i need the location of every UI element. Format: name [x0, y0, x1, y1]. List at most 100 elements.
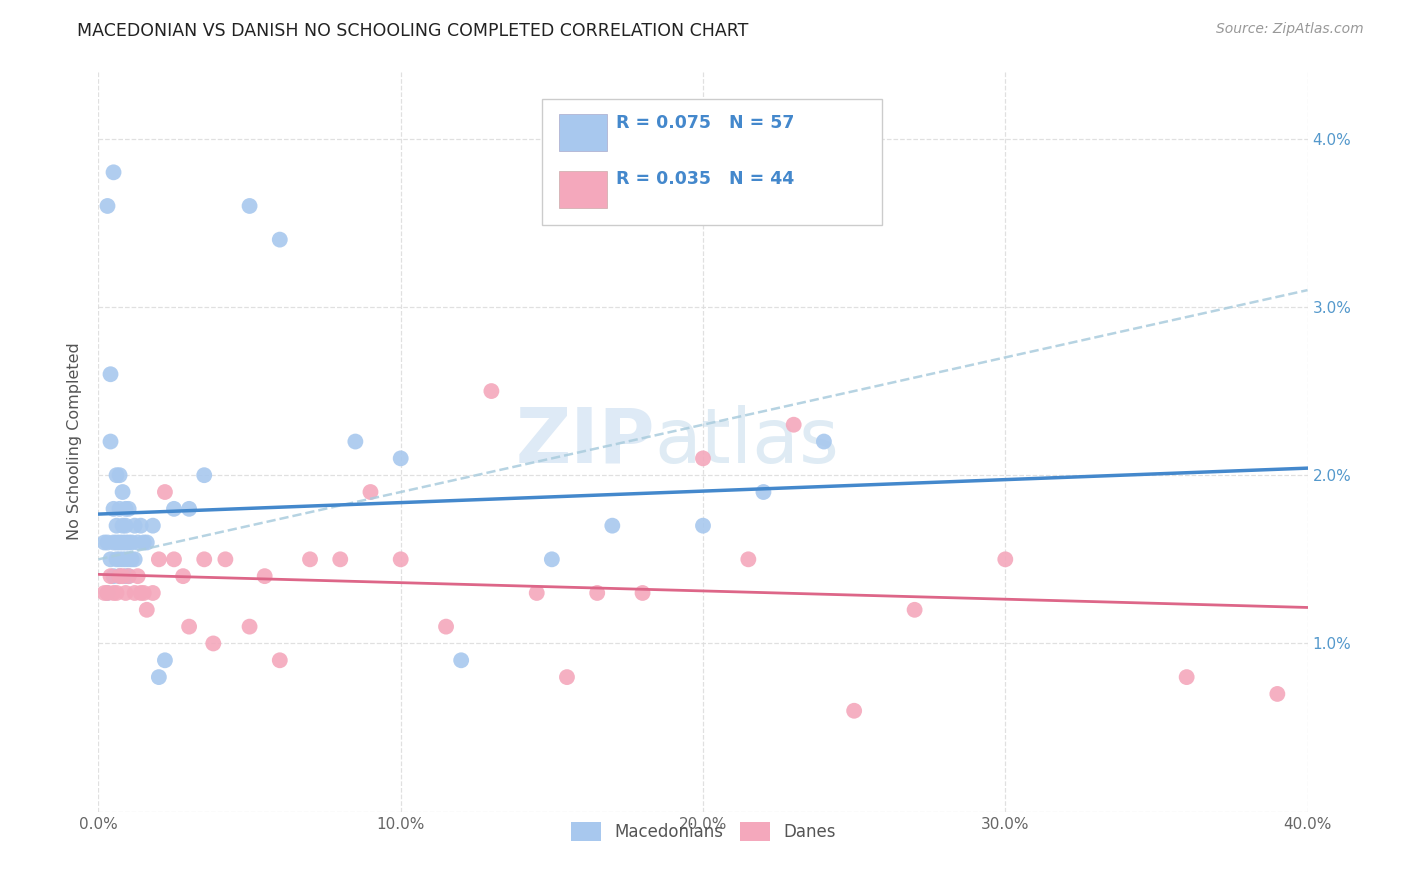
Point	[100, 434, 122, 449]
Text: MACEDONIAN VS DANISH NO SCHOOLING COMPLETED CORRELATION CHART: MACEDONIAN VS DANISH NO SCHOOLING COMPLE…	[77, 22, 749, 40]
Point	[114, 518, 136, 533]
Point	[103, 501, 125, 516]
Point	[344, 434, 367, 449]
Point	[114, 569, 136, 583]
Point	[111, 552, 134, 566]
FancyBboxPatch shape	[543, 99, 882, 226]
Point	[389, 552, 412, 566]
Point	[118, 552, 141, 566]
Point	[737, 552, 759, 566]
Point	[132, 535, 155, 549]
Point	[129, 586, 152, 600]
Point	[93, 535, 115, 549]
Point	[103, 535, 125, 549]
Point	[108, 569, 131, 583]
Point	[135, 603, 157, 617]
Point	[96, 199, 118, 213]
Point	[105, 586, 128, 600]
Point	[121, 535, 143, 549]
Text: R = 0.075   N = 57: R = 0.075 N = 57	[616, 113, 794, 131]
Point	[100, 552, 122, 566]
Point	[214, 552, 236, 566]
Point	[193, 552, 215, 566]
Point	[118, 569, 141, 583]
Point	[96, 535, 118, 549]
Point	[132, 586, 155, 600]
Point	[586, 586, 609, 600]
Point	[111, 518, 134, 533]
Point	[904, 603, 927, 617]
Point	[124, 586, 146, 600]
FancyBboxPatch shape	[560, 113, 607, 151]
Point	[105, 518, 128, 533]
Point	[93, 586, 115, 600]
Point	[526, 586, 548, 600]
Point	[118, 535, 141, 549]
Point	[105, 552, 128, 566]
Point	[389, 451, 412, 466]
Point	[142, 518, 165, 533]
Point	[540, 552, 562, 566]
Point	[602, 518, 624, 533]
Point	[121, 552, 143, 566]
Point	[114, 552, 136, 566]
Point	[105, 535, 128, 549]
Point	[135, 535, 157, 549]
Point	[239, 199, 262, 213]
Point	[100, 569, 122, 583]
FancyBboxPatch shape	[560, 170, 607, 208]
Point	[114, 535, 136, 549]
Point	[103, 569, 125, 583]
Point	[124, 518, 146, 533]
Point	[103, 165, 125, 179]
Point	[127, 535, 149, 549]
Point	[96, 586, 118, 600]
Point	[108, 552, 131, 566]
Point	[239, 619, 262, 633]
Legend: Macedonians, Danes: Macedonians, Danes	[564, 815, 842, 847]
Point	[1175, 670, 1198, 684]
Point	[783, 417, 806, 432]
Point	[269, 653, 291, 667]
Point	[434, 619, 457, 633]
Point	[118, 569, 141, 583]
Point	[111, 535, 134, 549]
Point	[692, 518, 714, 533]
Point	[752, 485, 775, 500]
Point	[108, 501, 131, 516]
Point	[118, 501, 141, 516]
Point	[631, 586, 654, 600]
Point	[269, 233, 291, 247]
Point	[114, 501, 136, 516]
Point	[360, 485, 382, 500]
Text: ZIP: ZIP	[515, 405, 655, 478]
Point	[96, 586, 118, 600]
Point	[481, 384, 503, 398]
Point	[163, 501, 186, 516]
Point	[105, 468, 128, 483]
Y-axis label: No Schooling Completed: No Schooling Completed	[67, 343, 83, 541]
Point	[253, 569, 276, 583]
Point	[148, 552, 170, 566]
Point	[153, 653, 176, 667]
Point	[163, 552, 186, 566]
Point	[813, 434, 835, 449]
Point	[994, 552, 1017, 566]
Text: Source: ZipAtlas.com: Source: ZipAtlas.com	[1216, 22, 1364, 37]
Point	[299, 552, 322, 566]
Point	[172, 569, 194, 583]
Point	[148, 670, 170, 684]
Point	[844, 704, 866, 718]
Point	[450, 653, 472, 667]
Point	[100, 368, 122, 382]
Point	[329, 552, 352, 566]
Point	[114, 586, 136, 600]
Point	[127, 569, 149, 583]
Point	[179, 501, 201, 516]
Point	[692, 451, 714, 466]
Point	[108, 535, 131, 549]
Point	[108, 468, 131, 483]
Point	[124, 552, 146, 566]
Point	[142, 586, 165, 600]
Point	[129, 518, 152, 533]
